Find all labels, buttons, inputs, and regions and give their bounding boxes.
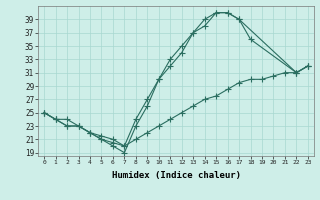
X-axis label: Humidex (Indice chaleur): Humidex (Indice chaleur) xyxy=(111,171,241,180)
